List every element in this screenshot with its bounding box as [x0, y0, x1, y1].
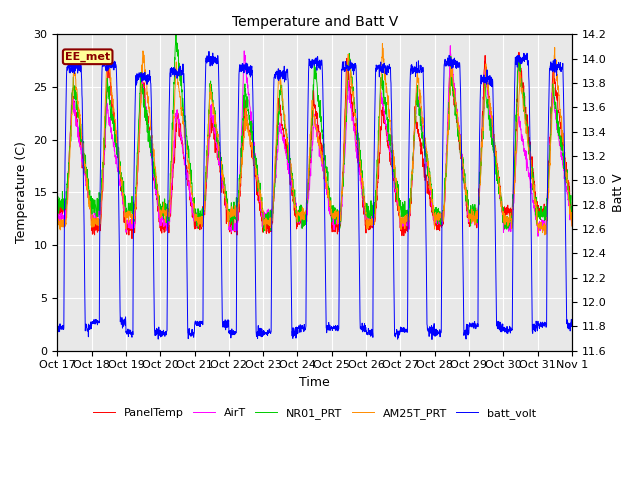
batt_volt	[205, 48, 212, 54]
PanelTemp	[537, 209, 545, 215]
NR01_PRT	[537, 211, 545, 216]
AM25T_PRT	[541, 232, 548, 238]
batt_volt	[568, 319, 576, 324]
NR01_PRT	[330, 203, 337, 209]
AM25T_PRT	[54, 220, 61, 226]
AM25T_PRT	[568, 223, 576, 229]
AirT	[197, 218, 205, 224]
Line: batt_volt: batt_volt	[58, 51, 572, 339]
AirT	[464, 207, 472, 213]
batt_volt	[428, 336, 436, 342]
PanelTemp	[568, 216, 576, 221]
batt_volt	[340, 67, 348, 73]
Line: PanelTemp: PanelTemp	[58, 52, 572, 239]
AirT	[329, 222, 337, 228]
AirT	[568, 223, 576, 228]
NR01_PRT	[172, 29, 180, 35]
AM25T_PRT	[329, 215, 337, 221]
PanelTemp	[330, 224, 337, 229]
AM25T_PRT	[340, 141, 348, 146]
PanelTemp	[197, 218, 205, 224]
AirT	[523, 168, 531, 173]
PanelTemp	[515, 49, 523, 55]
AM25T_PRT	[379, 41, 387, 47]
NR01_PRT	[197, 216, 205, 221]
AirT	[54, 211, 61, 216]
PanelTemp	[464, 208, 472, 214]
Text: EE_met: EE_met	[65, 52, 110, 62]
Y-axis label: Temperature (C): Temperature (C)	[15, 142, 28, 243]
Legend: PanelTemp, AirT, NR01_PRT, AM25T_PRT, batt_volt: PanelTemp, AirT, NR01_PRT, AM25T_PRT, ba…	[89, 404, 540, 423]
NR01_PRT	[523, 128, 531, 134]
PanelTemp	[128, 236, 136, 241]
NR01_PRT	[568, 206, 576, 212]
AirT	[447, 43, 454, 48]
NR01_PRT	[54, 206, 61, 212]
NR01_PRT	[341, 141, 349, 146]
AirT	[534, 233, 542, 239]
batt_volt	[465, 331, 472, 336]
Y-axis label: Batt V: Batt V	[612, 173, 625, 212]
AM25T_PRT	[197, 218, 205, 224]
PanelTemp	[54, 207, 61, 213]
AM25T_PRT	[523, 123, 531, 129]
batt_volt	[54, 327, 61, 333]
batt_volt	[523, 56, 531, 62]
batt_volt	[197, 319, 205, 324]
Title: Temperature and Batt V: Temperature and Batt V	[232, 15, 397, 29]
Line: AirT: AirT	[58, 46, 572, 236]
NR01_PRT	[260, 229, 268, 235]
Line: NR01_PRT: NR01_PRT	[58, 32, 572, 232]
AirT	[537, 220, 545, 226]
Line: AM25T_PRT: AM25T_PRT	[58, 44, 572, 235]
batt_volt	[537, 320, 545, 326]
AirT	[340, 158, 348, 164]
batt_volt	[330, 324, 337, 329]
PanelTemp	[523, 131, 531, 136]
X-axis label: Time: Time	[300, 376, 330, 389]
AM25T_PRT	[464, 203, 472, 209]
NR01_PRT	[465, 199, 472, 204]
PanelTemp	[340, 123, 348, 129]
AM25T_PRT	[537, 225, 545, 231]
